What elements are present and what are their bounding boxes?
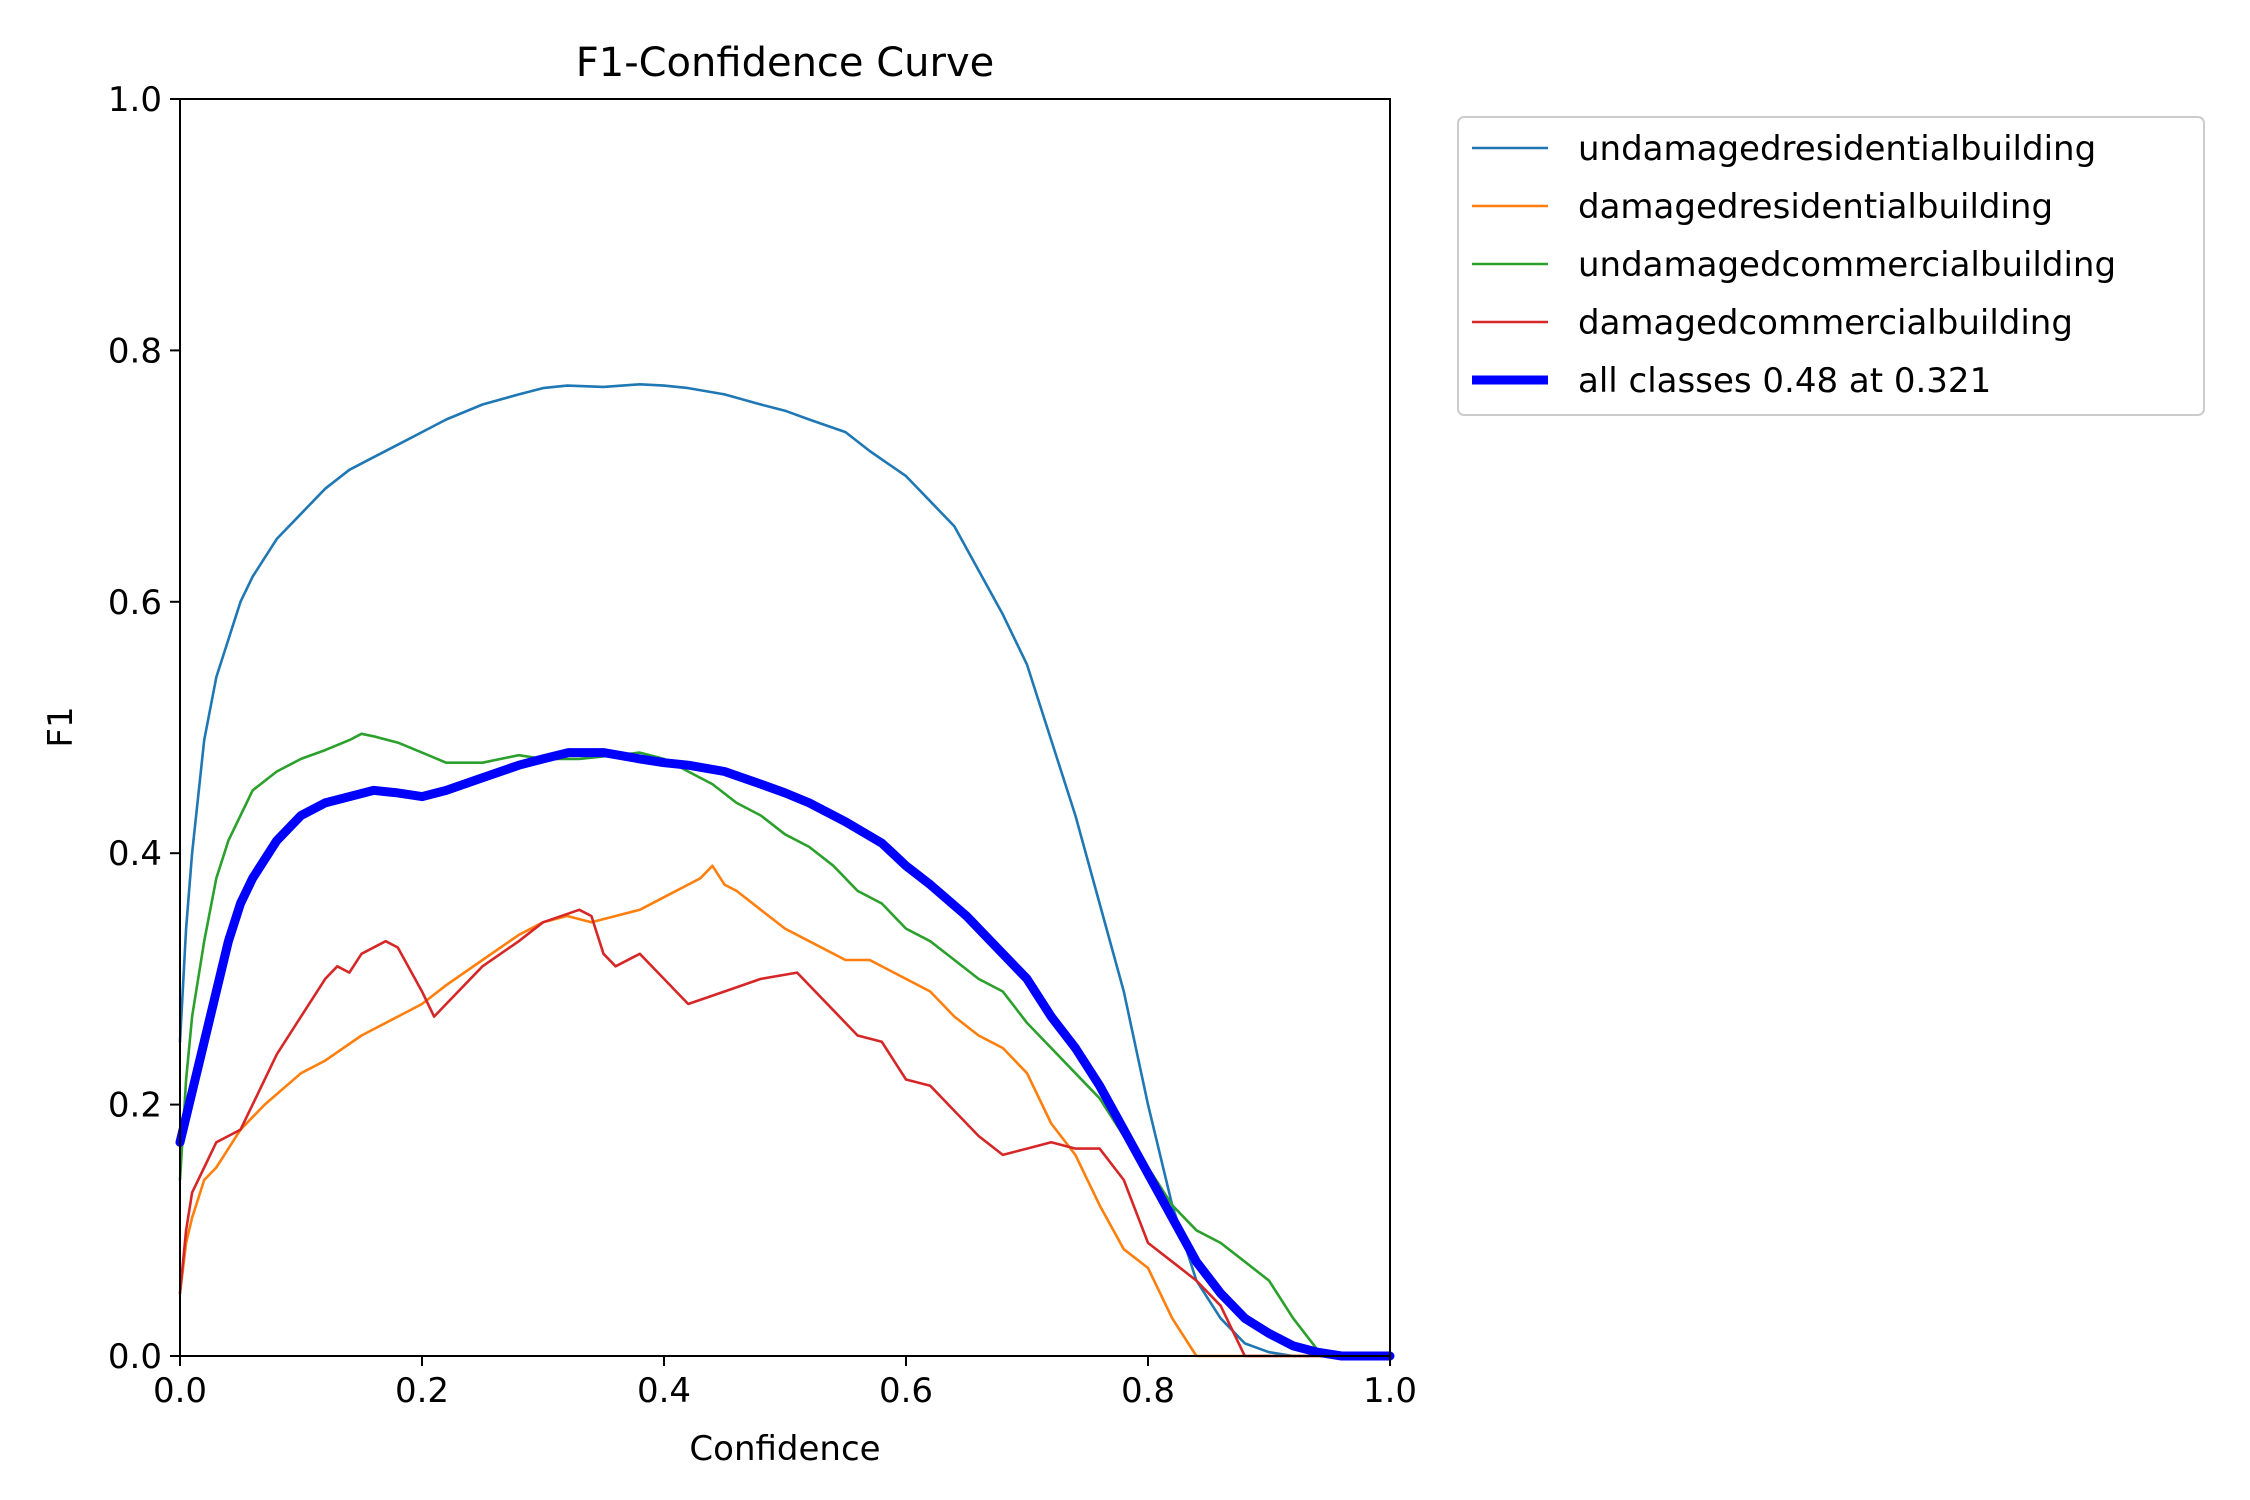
plot-area bbox=[175, 382, 1395, 1361]
legend-label: undamagedresidentialbuilding bbox=[1578, 129, 2096, 169]
y-axis-label: F1 bbox=[41, 706, 81, 747]
legend-label: all classes 0.48 at 0.321 bbox=[1578, 361, 1991, 401]
y-tick-label: 0.4 bbox=[108, 834, 162, 874]
y-tick-label: 0.8 bbox=[108, 331, 162, 371]
x-tick-label: 0.8 bbox=[1121, 1371, 1175, 1411]
legend-label: undamagedcommercialbuilding bbox=[1578, 245, 2116, 285]
legend: undamagedresidentialbuilding damagedresid… bbox=[1457, 116, 2205, 416]
chart-title: F1-Confidence Curve bbox=[576, 40, 995, 86]
x-tick-label: 0.6 bbox=[879, 1371, 933, 1411]
x-tick-label: 0.0 bbox=[153, 1371, 207, 1411]
series-line-5 bbox=[175, 748, 1395, 1361]
legend-box bbox=[1457, 116, 2205, 416]
y-tick-label: 0.6 bbox=[108, 583, 162, 623]
y-axis: 0.0 0.2 0.4 0.6 0.8 1.0 bbox=[108, 80, 180, 1377]
plot-frame bbox=[179, 98, 1391, 1357]
x-axis-label: Confidence bbox=[689, 1429, 880, 1469]
x-tick-label: 0.2 bbox=[395, 1371, 449, 1411]
series-line-4 bbox=[178, 908, 1392, 1358]
x-axis: 0.0 0.2 0.4 0.6 0.8 1.0 bbox=[153, 1356, 1417, 1411]
legend-label: damagedresidentialbuilding bbox=[1578, 187, 2053, 227]
series-line-2 bbox=[178, 864, 1392, 1358]
y-tick-label: 0.2 bbox=[108, 1086, 162, 1126]
x-tick-label: 1.0 bbox=[1363, 1371, 1417, 1411]
y-tick-label: 1.0 bbox=[108, 80, 162, 120]
y-tick-label: 0.0 bbox=[108, 1337, 162, 1377]
legend-label: damagedcommercialbuilding bbox=[1578, 303, 2073, 343]
series-line-1 bbox=[178, 382, 1392, 1358]
x-tick-label: 0.4 bbox=[637, 1371, 691, 1411]
